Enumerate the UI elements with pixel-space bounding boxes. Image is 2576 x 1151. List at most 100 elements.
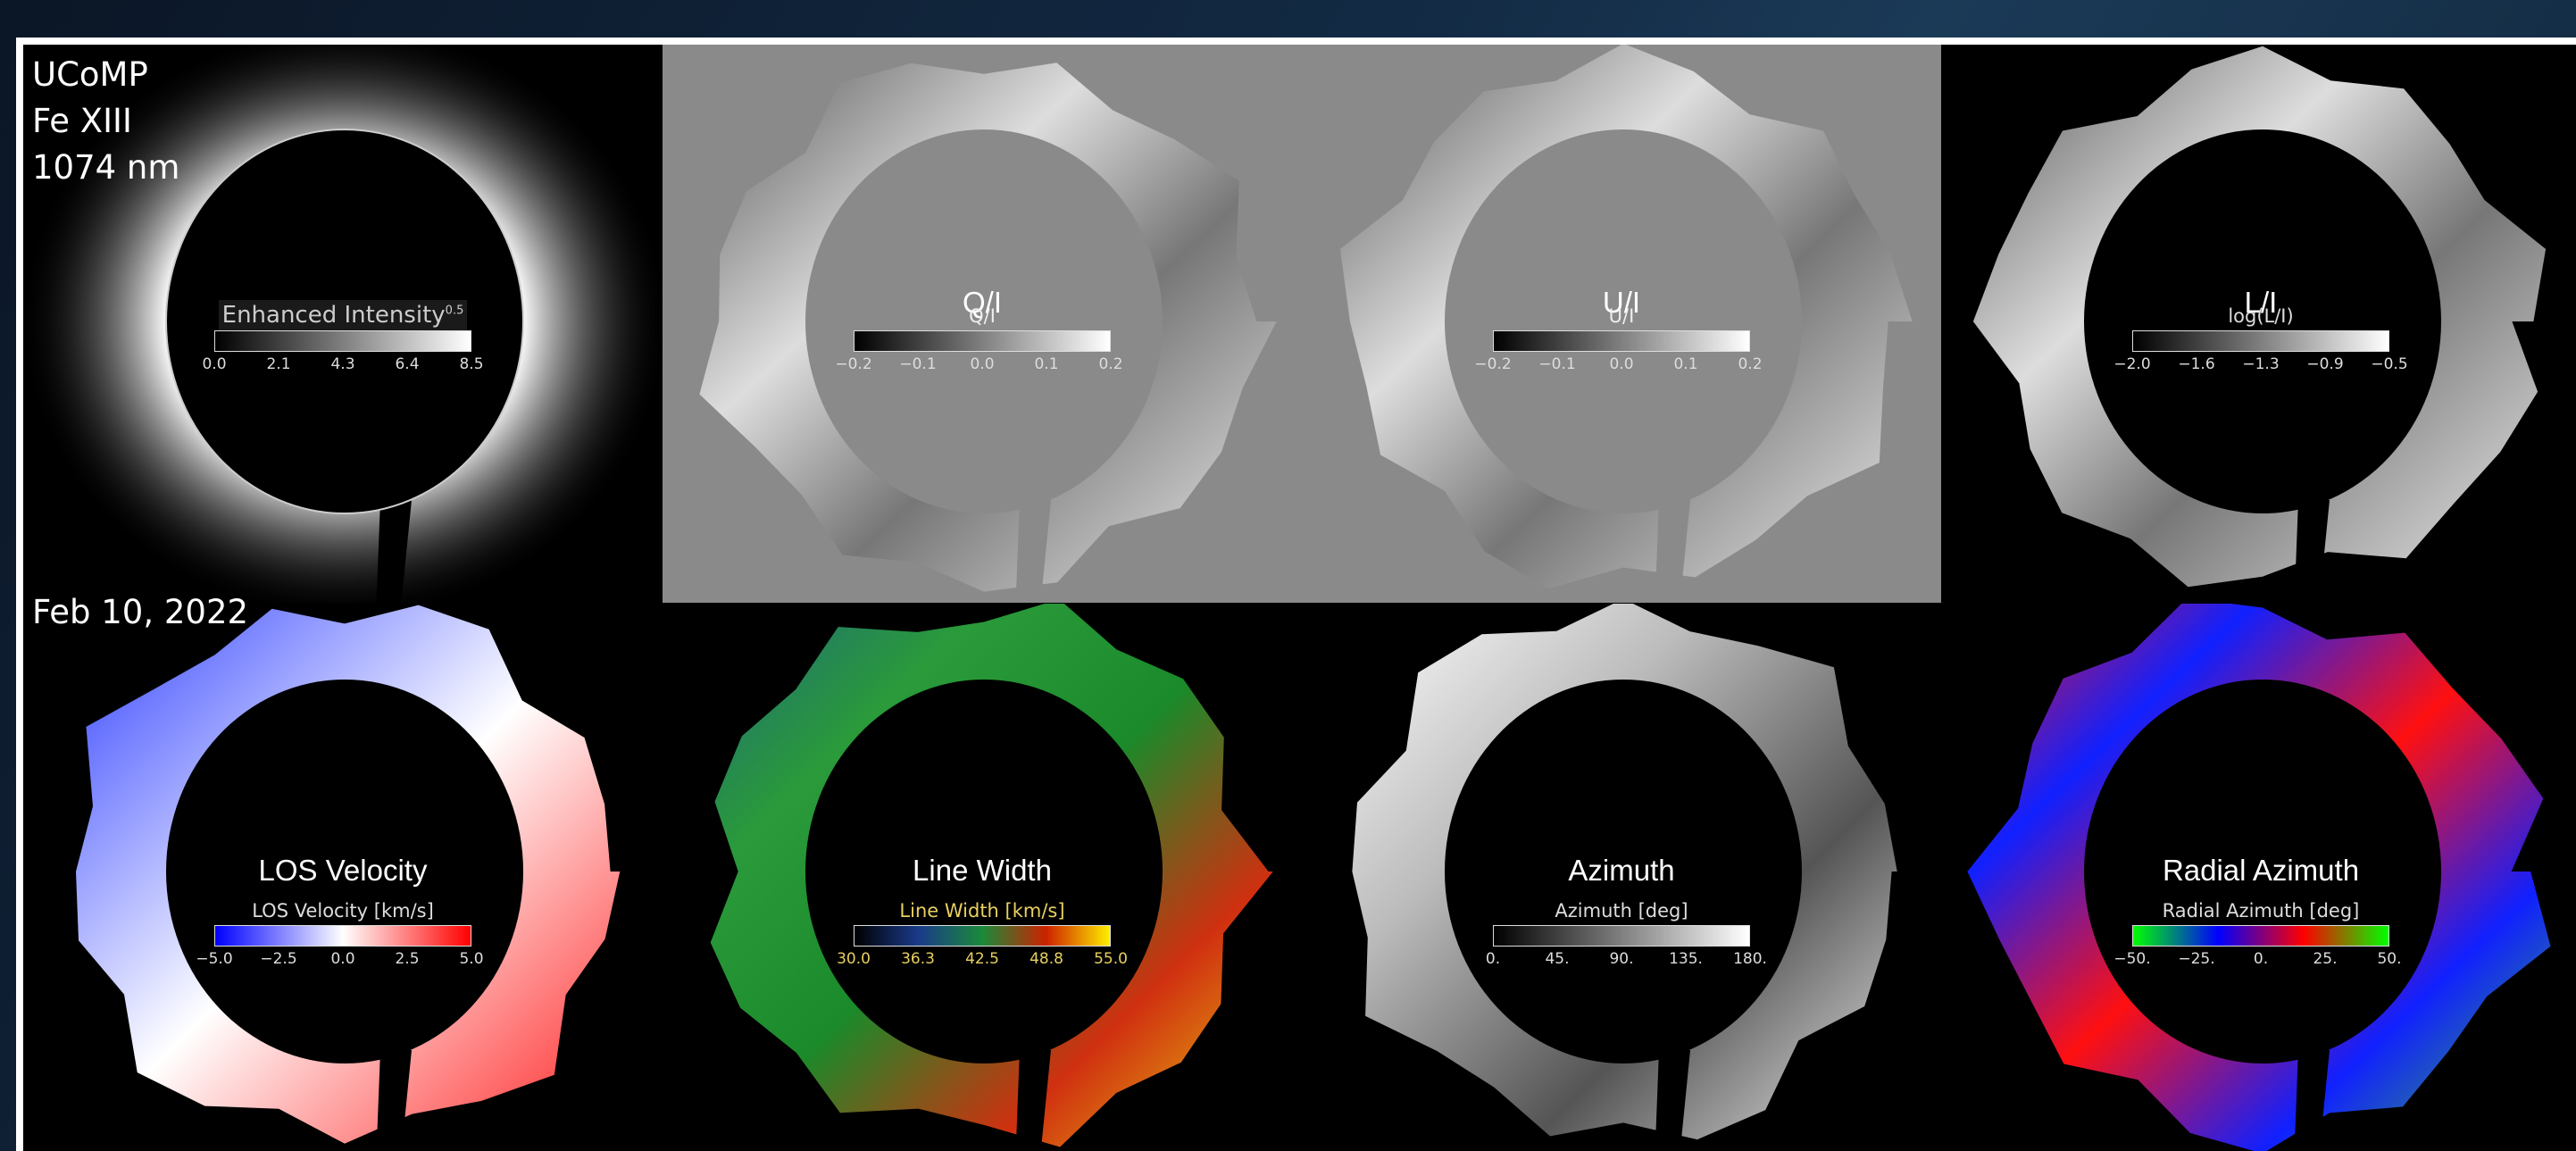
colorbar-width [854, 925, 1111, 947]
colorbar-tick-label: −5.0 [196, 950, 233, 968]
panel-title-los: LOS Velocity [258, 854, 428, 887]
colorbar-tick-label: 36.3 [901, 950, 935, 968]
panel-width: Line Width Line Width [km/s] 30.0 36.3 42.5 4… [663, 604, 1302, 1151]
colorbar-tick-label: 2.1 [266, 355, 291, 373]
colorbar-ui [1493, 330, 1750, 352]
occulter-disk [2084, 129, 2441, 513]
colorbar-ticklabels: 30.0 36.3 42.5 48.8 55.0 [837, 950, 1128, 972]
colorbar-label-ui: U/I [1608, 305, 1635, 327]
panel-los: LOS Velocity LOS Velocity [km/s] −5.0 −2.5 0… [23, 604, 663, 1151]
occulter-disk [805, 129, 1163, 513]
occulter-post [376, 1050, 412, 1151]
solar-image-qi [699, 63, 1277, 603]
colorbar-tick-label: 0.2 [1738, 355, 1763, 373]
panel-title-ui: U/I [1602, 286, 1641, 319]
panel-ui: U/I U/I −0.2 −0.1 0.0 0.1 0.2 [1302, 45, 1941, 603]
colorbar-tick-label: 55.0 [1094, 950, 1128, 968]
figure-frame: UCoMP Fe XIII 1074 nm Feb 10, 2022 Enhan… [16, 38, 2576, 1151]
panel-intensity: Enhanced Intensity0.5 0.0 2.1 4.3 6.4 8.5 [23, 45, 663, 603]
panel-title-azimuth: Azimuth [1568, 854, 1675, 887]
date-label: Feb 10, 2022 [32, 593, 249, 631]
colorbar-tick-label: −0.5 [2371, 355, 2408, 373]
colorbar-tick-label: −2.5 [260, 950, 297, 968]
colorbar-label-text: Enhanced Intensity0.5 [218, 300, 468, 330]
colorbar-tick-label: 0. [1485, 950, 1501, 968]
colorbar-label-radazi: Radial Azimuth [deg] [2162, 900, 2360, 922]
panel-qi: Q/I Q/I −0.2 −0.1 0.0 0.1 0.2 [663, 45, 1302, 603]
occulter-post [2294, 500, 2330, 603]
colorbar-label-width: Line Width [km/s] [899, 900, 1065, 922]
solar-image-los [76, 605, 621, 1151]
colorbar-tick-label: −0.1 [899, 355, 937, 373]
colorbar-tick-label: 0.1 [1673, 355, 1698, 373]
colorbar-tick-label: 42.5 [965, 950, 999, 968]
colorbar-tick-label: 2.5 [395, 950, 420, 968]
occulter-disk [2084, 680, 2441, 1063]
colorbar-tick-label: 30.0 [837, 950, 871, 968]
colorbar-li [2132, 330, 2389, 352]
colorbar-ticklabels: −5.0 −2.5 0.0 2.5 5.0 [196, 950, 483, 972]
occulter-disk [166, 680, 523, 1063]
colorbar-tick-label: 5.0 [459, 950, 484, 968]
colorbar-label-exponent: 0.5 [445, 304, 464, 318]
colorbar-tick-label: −50. [2113, 950, 2151, 968]
colorbar-ticklabels: −0.2 −0.1 0.0 0.1 0.2 [835, 355, 1122, 377]
colorbar-qi [854, 330, 1111, 352]
panel-title-qi: Q/I [962, 286, 1002, 319]
colorbar-ticklabels: −50. −25. 0. 25. 50. [2113, 950, 2401, 972]
colorbar-tick-label: 0.0 [202, 355, 227, 373]
colorbar-label-intensity: Enhanced Intensity0.5 [23, 300, 663, 330]
colorbar-tick-label: 50. [2377, 950, 2402, 968]
colorbar-tick-label: 0.1 [1034, 355, 1059, 373]
colorbar-tick-label: 90. [1609, 950, 1634, 968]
panel-title-li: L/I [2244, 286, 2278, 319]
colorbar-tick-label: −0.2 [835, 355, 872, 373]
colorbar-tick-label: −0.9 [2306, 355, 2344, 373]
colorbar-tick-label: 45. [1545, 950, 1570, 968]
colorbar-label-li: log(L/I) [2228, 305, 2294, 327]
solar-image-li [1972, 46, 2547, 603]
solar-image-ui [1339, 45, 1913, 603]
colorbar-tick-label: 0.2 [1098, 355, 1123, 373]
colorbar-tick-label: 180. [1733, 950, 1767, 968]
colorbar-tick-label: −1.3 [2242, 355, 2280, 373]
occulter-disk [1445, 680, 1802, 1063]
colorbar-tick-label: −1.6 [2178, 355, 2215, 373]
panel-azimuth: Azimuth Azimuth [deg] 0. 45. 90. 135. 180. [1302, 604, 1941, 1151]
panel-radazi: Radial Azimuth Radial Azimuth [deg] −50. −2… [1941, 604, 2576, 1151]
occulter-disk [1445, 129, 1802, 513]
panel-title-width: Line Width [913, 854, 1052, 887]
colorbar-label-qi: Q/I [969, 305, 996, 327]
colorbar-ticklabels: 0. 45. 90. 135. 180. [1486, 950, 1767, 972]
occulter-post [2294, 1050, 2330, 1151]
occulter-post [1015, 1050, 1051, 1151]
colorbar-label-azimuth: Azimuth [deg] [1555, 900, 1688, 922]
solar-image-radazi [1967, 604, 2551, 1151]
solar-image-azimuth [1352, 604, 1897, 1151]
colorbar-label-los: LOS Velocity [km/s] [252, 900, 434, 922]
colorbar-intensity [214, 330, 471, 352]
solar-image-width [710, 604, 1273, 1151]
instrument-label: UCoMP Fe XIII 1074 nm [32, 55, 180, 187]
panel-title-radazi: Radial Azimuth [2162, 854, 2360, 887]
occulter-disk [805, 680, 1163, 1063]
colorbar-tick-label: 25. [2313, 950, 2338, 968]
colorbar-ticklabels: 0.0 2.1 4.3 6.4 8.5 [202, 355, 483, 377]
colorbar-ticklabels: −0.2 −0.1 0.0 0.1 0.2 [1474, 355, 1762, 377]
colorbar-los [214, 925, 471, 947]
occulter-post [376, 500, 412, 603]
occulter-post [1655, 1050, 1690, 1151]
colorbar-ticklabels: −2.0 −1.6 −1.3 −0.9 −0.5 [2113, 355, 2407, 377]
colorbar-tick-label: 4.3 [330, 355, 355, 373]
limb-edge [165, 129, 524, 514]
colorbar-tick-label: 6.4 [395, 355, 420, 373]
colorbar-tick-label: 48.8 [1030, 950, 1063, 968]
colorbar-tick-label: −0.2 [1474, 355, 1512, 373]
colorbar-tick-label: 8.5 [459, 355, 484, 373]
occulter-post [1015, 500, 1051, 603]
colorbar-tick-label: 0.0 [970, 355, 995, 373]
figure-panels: UCoMP Fe XIII 1074 nm Feb 10, 2022 Enhan… [23, 45, 2576, 1151]
colorbar-tick-label: −2.0 [2113, 355, 2151, 373]
panel-li: L/I log(L/I) −2.0 −1.6 −1.3 −0.9 −0.5 [1941, 45, 2576, 603]
